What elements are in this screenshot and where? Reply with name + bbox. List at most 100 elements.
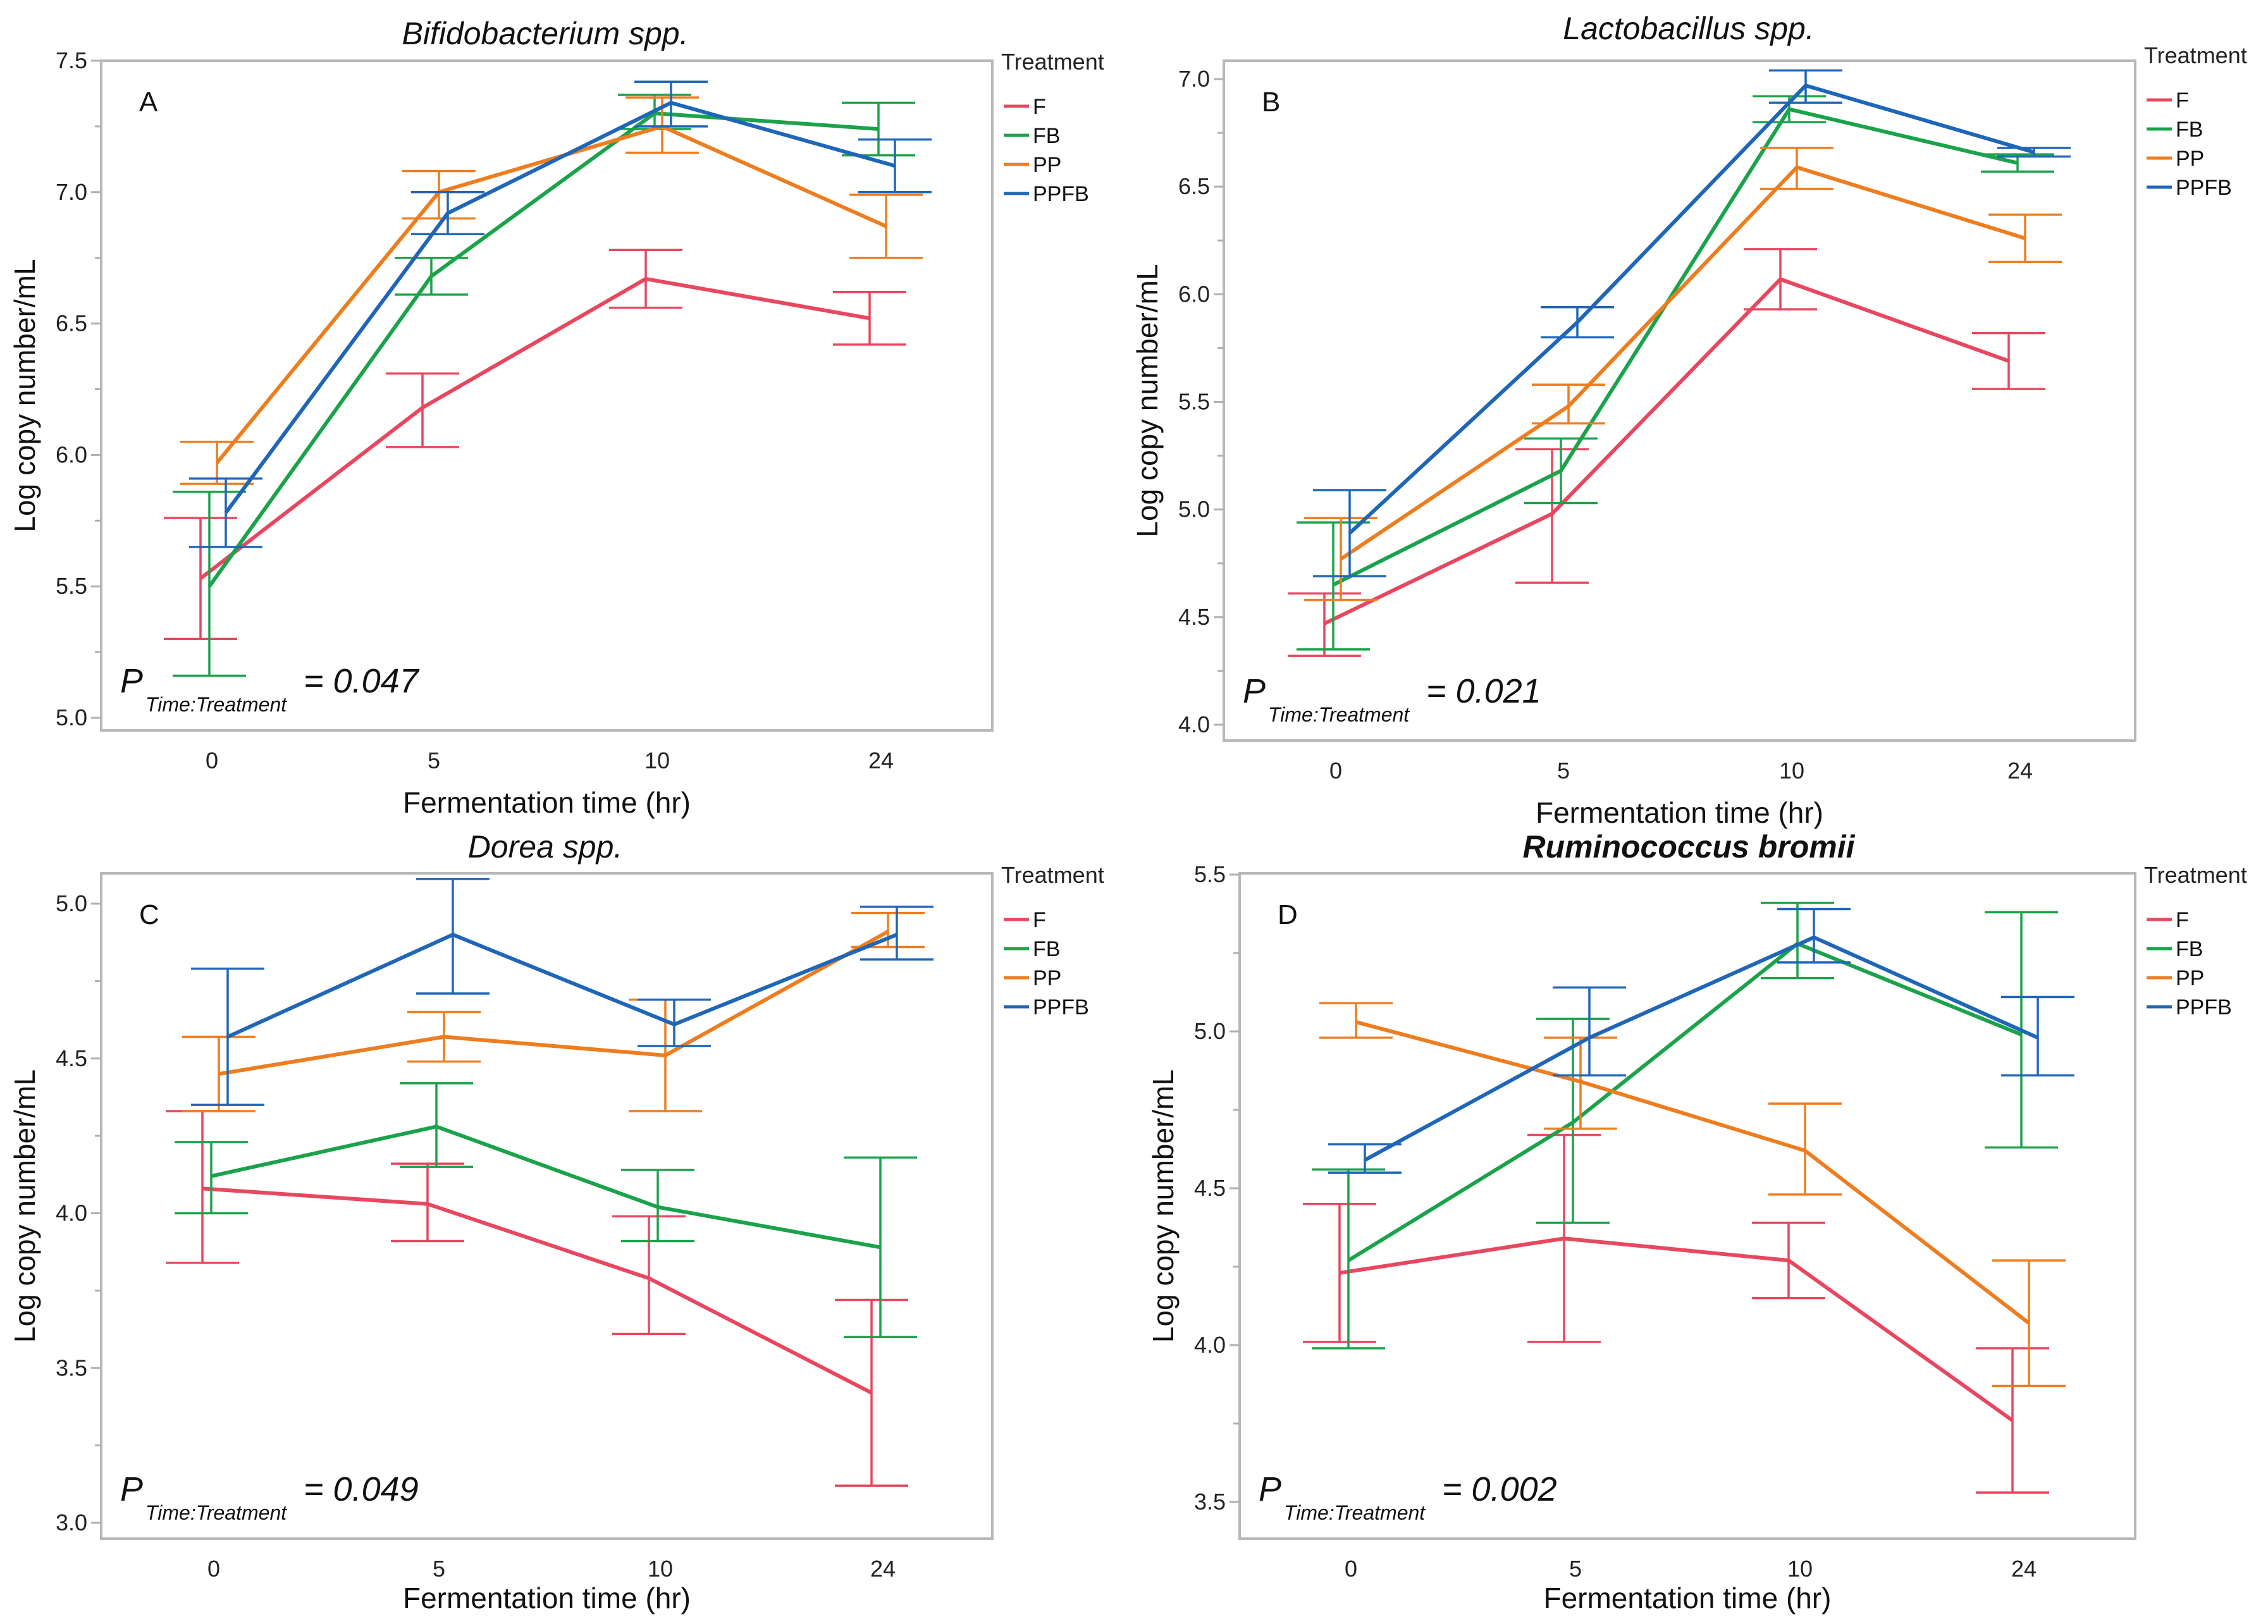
x-axis-title: Fermentation time (hr) — [1543, 1582, 1831, 1615]
x-axis-title: Fermentation time (hr) — [1536, 796, 1823, 829]
pvalue-symbol: P — [1259, 1470, 1281, 1508]
chart-title: Ruminococcus bromii — [1522, 829, 1855, 864]
chart-panel-c: Dorea spp. 3.0 3.5 4.0 4.5 5.0 0 5 10 24 Fermentat… — [8, 829, 1104, 1615]
series-fb — [175, 1082, 917, 1339]
pvalue-subscript: Time:Treatment — [1284, 1501, 1426, 1524]
x-tick-label: 5 — [428, 747, 440, 773]
plot-frame — [1238, 872, 2136, 1540]
series-ppfb — [189, 80, 932, 548]
chart-title: Lactobacillus spp. — [1563, 11, 1814, 46]
legend-item-ppfb[interactable]: PPFB — [2147, 176, 2232, 200]
series-line — [1339, 1236, 2014, 1422]
y-tick-label: 3.5 — [1194, 1489, 1226, 1515]
pvalue-subscript: Time:Treatment — [145, 693, 287, 716]
x-tick-label: 0 — [206, 747, 218, 773]
x-axis-title: Fermentation time (hr) — [403, 1582, 691, 1615]
legend-item-ppfb[interactable]: PPFB — [1004, 182, 1089, 206]
legend-label: FB — [1033, 937, 1060, 961]
legend-item-pp[interactable]: PP — [1004, 966, 1061, 990]
legend-item-fb[interactable]: FB — [1004, 124, 1060, 148]
legend-item-fb[interactable]: FB — [2147, 937, 2203, 961]
legend-label: F — [1033, 95, 1046, 119]
legend-label: PPFB — [2176, 995, 2232, 1019]
x-tick-label: 10 — [644, 747, 670, 773]
x-tick-label: 10 — [1787, 1556, 1813, 1582]
legend: Treatment F FB PP PPFB — [1001, 862, 1104, 1019]
series-ppfb — [1313, 69, 2071, 577]
series-line — [1340, 165, 2026, 561]
y-tick-label: 6.0 — [1178, 281, 1210, 307]
pvalue-subscript: Time:Treatment — [1268, 703, 1410, 726]
series-ppfb — [191, 878, 934, 1106]
y-tick-label: 7.0 — [56, 179, 87, 205]
legend-title: Treatment — [2144, 42, 2247, 68]
legend-label: PP — [1033, 153, 1061, 177]
plot-frame — [100, 59, 994, 732]
chart-title: Dorea spp. — [468, 829, 623, 864]
y-tick-label: 5.0 — [56, 704, 87, 730]
series-f — [164, 249, 906, 641]
legend-item-f[interactable]: F — [1004, 95, 1046, 119]
pvalue-symbol: P — [120, 1470, 143, 1508]
series-ppfb — [1328, 907, 2074, 1174]
legend-item-fb[interactable]: FB — [1004, 937, 1060, 961]
series-pp — [1319, 1002, 2066, 1387]
legend: Treatment F FB PP PPFB — [2144, 862, 2247, 1019]
series-pp — [1304, 147, 2062, 601]
legend-item-pp[interactable]: PP — [2147, 147, 2204, 171]
legend-item-ppfb[interactable]: PPFB — [2147, 995, 2232, 1019]
legend-label: PPFB — [2176, 176, 2232, 200]
series-line — [1348, 83, 2035, 535]
legend-item-pp[interactable]: PP — [2147, 966, 2204, 990]
pvalue-symbol: P — [1243, 672, 1266, 710]
chart-panel-a: Bifidobacterium spp. 5.0 5.5 6.0 6.5 7.0 7.5 0 5… — [8, 16, 1104, 819]
pvalue-subscript: Time:Treatment — [145, 1501, 287, 1524]
plot-frame — [1223, 59, 2136, 742]
y-axis-title: Log copy number/mL — [8, 1069, 41, 1343]
legend-label: F — [2176, 89, 2189, 113]
series-line — [1332, 107, 2018, 587]
legend-label: FB — [1033, 124, 1060, 148]
series-fb — [1312, 901, 2058, 1350]
chart-panel-d: Ruminococcus bromii 3.5 4.0 4.5 5.0 5.5 0 5 10 24… — [1147, 829, 2247, 1615]
legend-title: Treatment — [1001, 862, 1104, 888]
y-tick-label: 3.5 — [56, 1355, 87, 1381]
series-f — [1303, 1133, 2049, 1494]
legend: Treatment F FB PP PPFB — [2144, 42, 2247, 200]
y-tick-label: 6.5 — [1178, 173, 1210, 199]
legend-item-f[interactable]: F — [1004, 908, 1046, 932]
series-line — [202, 1186, 873, 1395]
series-line — [1323, 277, 2010, 625]
y-tick-label: 4.0 — [1178, 711, 1210, 737]
series-line — [226, 932, 898, 1039]
y-tick-label: 7.5 — [56, 47, 87, 73]
y-tick-label: 5.5 — [56, 573, 87, 599]
series-fb — [173, 94, 915, 677]
legend-item-fb[interactable]: FB — [2147, 118, 2203, 142]
y-tick-label: 3.0 — [56, 1510, 87, 1535]
x-axis-title: Fermentation time (hr) — [403, 786, 691, 819]
pvalue-value: = 0.047 — [304, 662, 420, 700]
y-tick-label: 4.5 — [1178, 604, 1210, 630]
pvalue-value: = 0.049 — [304, 1470, 419, 1508]
y-tick-label: 5.0 — [1178, 496, 1210, 522]
series-line — [215, 124, 887, 464]
y-tick-label: 7.0 — [1178, 66, 1210, 92]
series-fb — [1297, 95, 2054, 651]
x-tick-label: 0 — [207, 1556, 220, 1582]
y-tick-label: 5.0 — [1194, 1018, 1226, 1044]
legend-label: F — [1033, 908, 1046, 932]
legend-item-ppfb[interactable]: PPFB — [1004, 995, 1089, 1019]
series-f — [166, 1110, 908, 1487]
y-tick-label: 4.5 — [1194, 1175, 1226, 1201]
legend-item-f[interactable]: F — [2147, 908, 2189, 932]
legend-item-pp[interactable]: PP — [1004, 153, 1061, 177]
x-tick-label: 24 — [2011, 1556, 2037, 1582]
panel-letter: C — [139, 899, 159, 930]
y-axis-title: Log copy number/mL — [8, 259, 41, 532]
legend-label: PP — [1033, 966, 1061, 990]
legend-item-f[interactable]: F — [2147, 89, 2189, 113]
series-pp — [182, 911, 925, 1112]
series-line — [1355, 1020, 2030, 1325]
